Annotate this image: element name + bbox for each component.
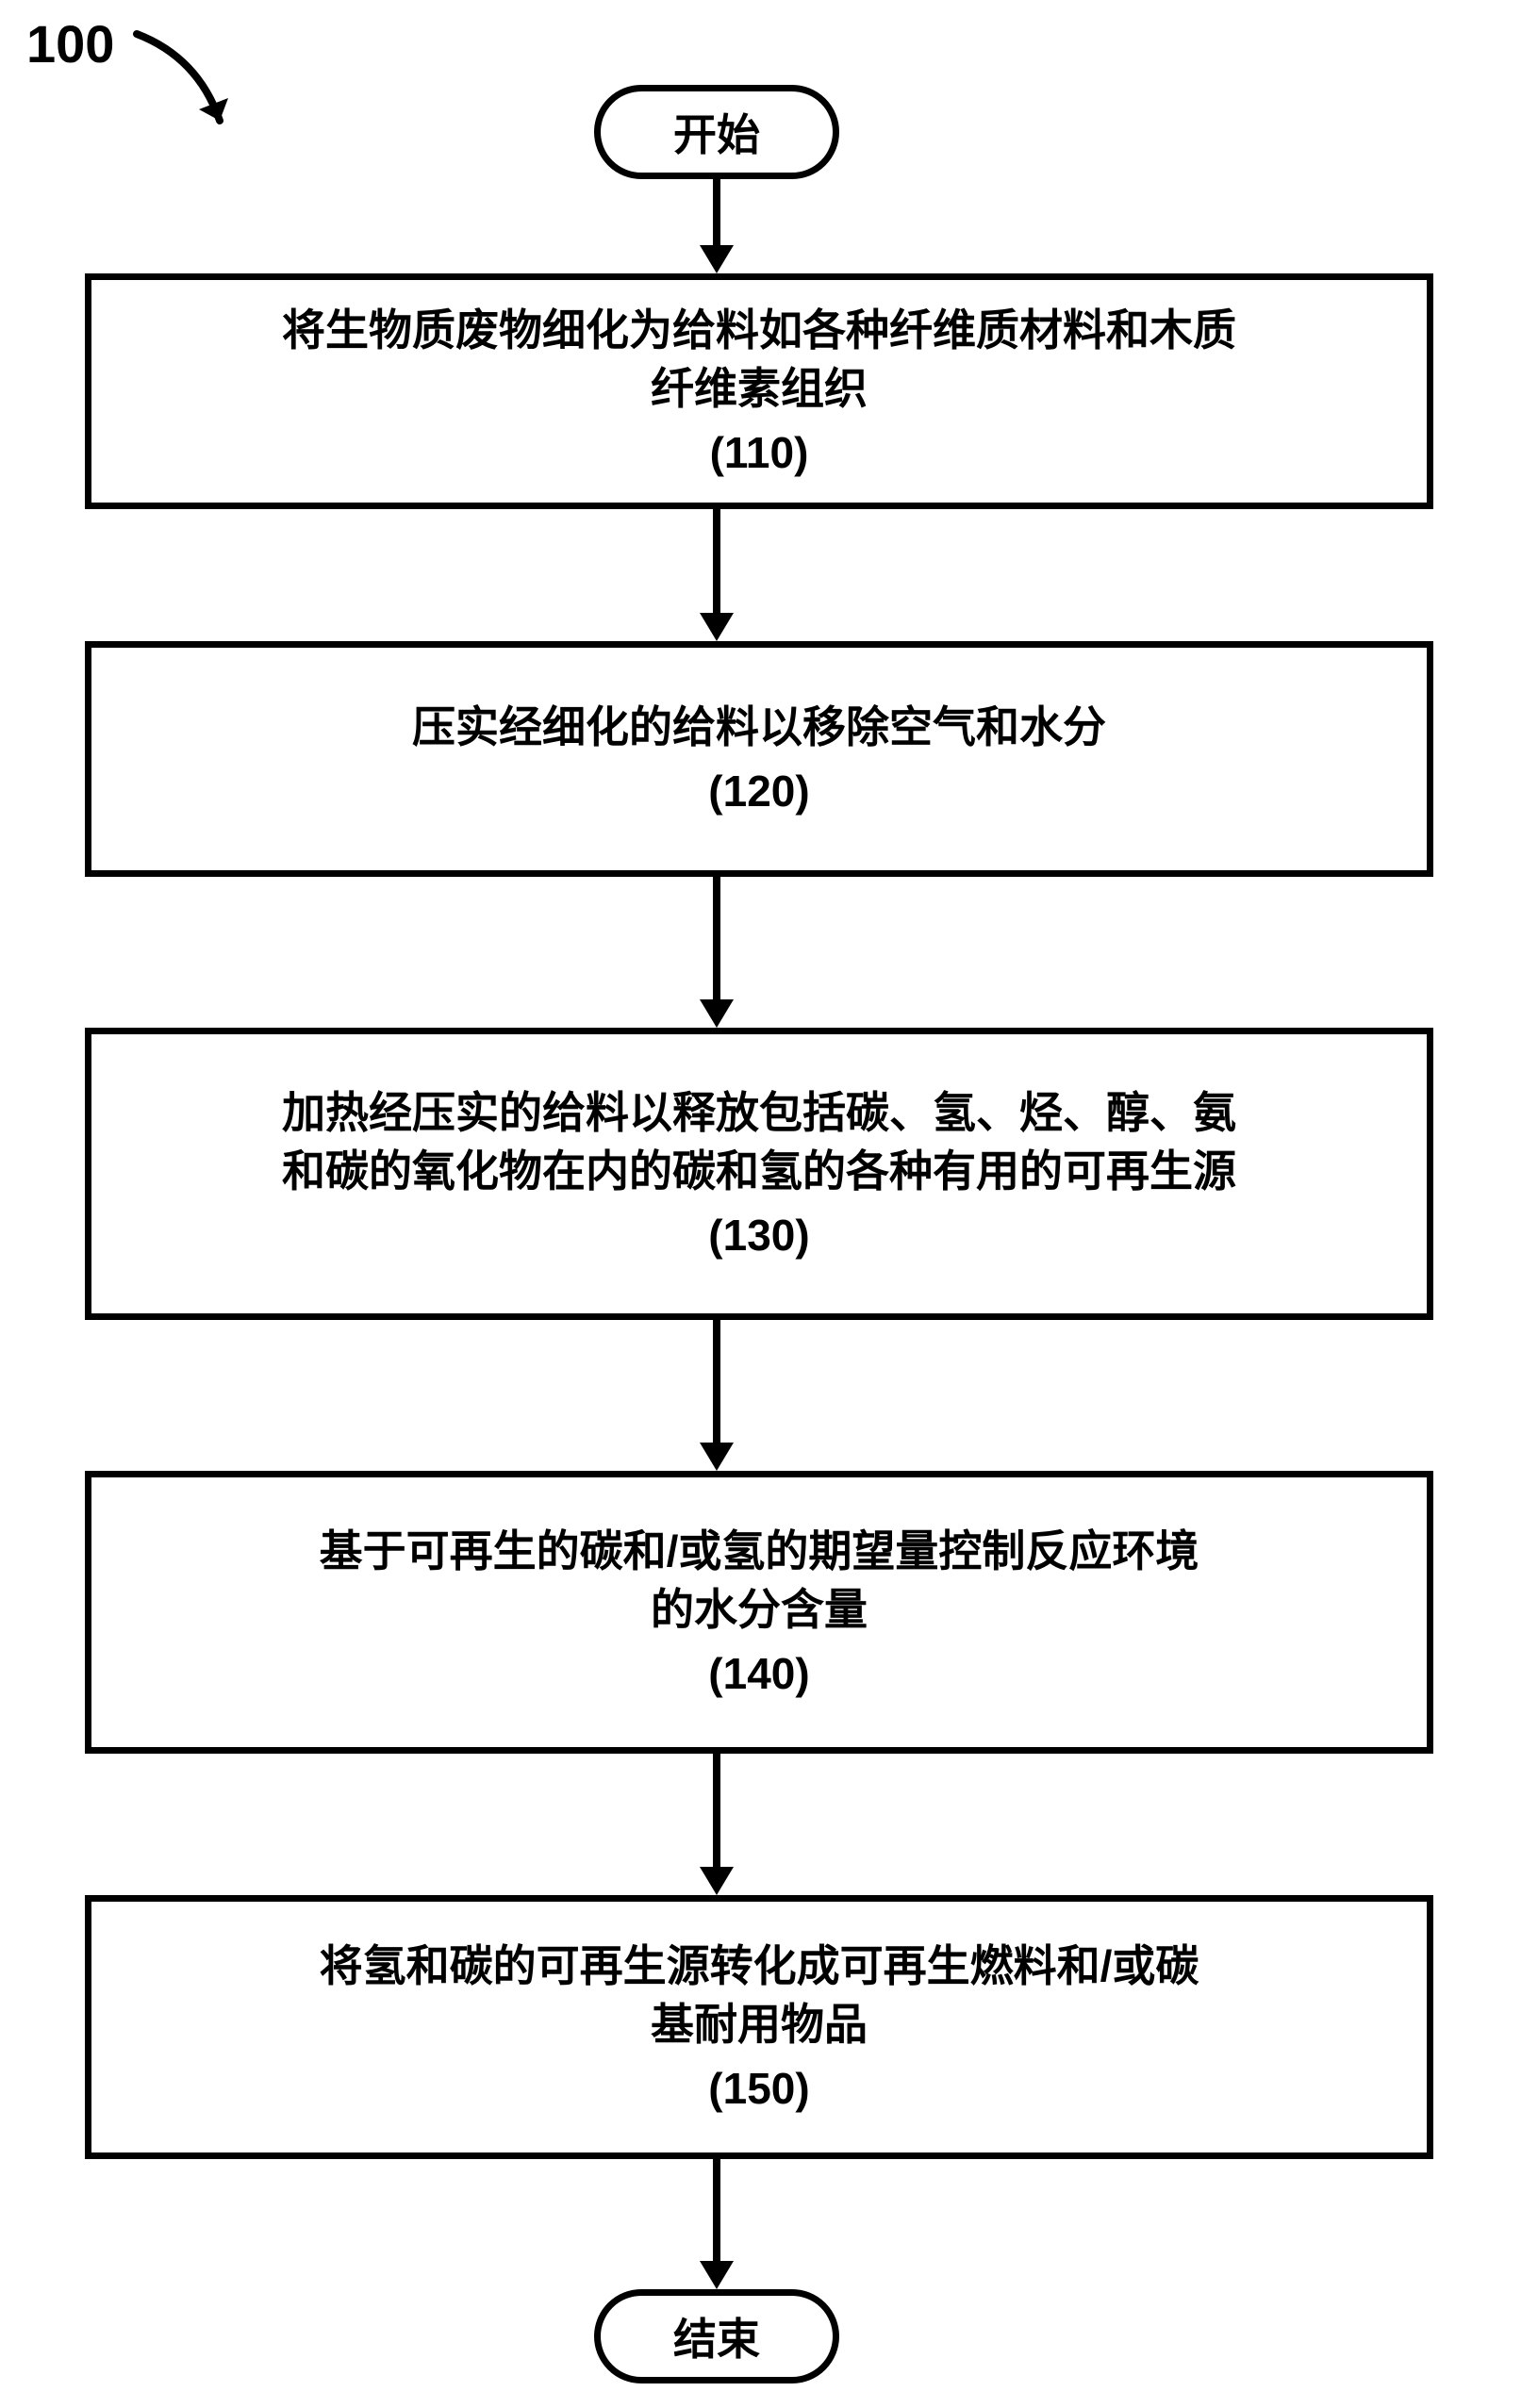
- process-step-id: (120): [708, 762, 809, 820]
- process-step-text: 压实经细化的给料以移除空气和水分: [412, 698, 1106, 756]
- process-step-text: 将生物质废物细化为给料如各种纤维质材料和木质: [282, 301, 1236, 359]
- process-step-4: 基于可再生的碳和/或氢的期望量控制反应环境的水分含量(140): [85, 1471, 1433, 1754]
- flowchart-canvas: 100 开始 结束 将生物质废物细化为给料如各种纤维质材料和木质纤维素组织(11…: [0, 0, 1538, 2408]
- process-step-id: (150): [708, 2059, 809, 2118]
- process-step-text: 纤维素组织: [651, 359, 868, 418]
- process-step-id: (110): [710, 423, 809, 482]
- process-step-3: 加热经压实的给料以释放包括碳、氢、烃、醇、氨和碳的氧化物在内的碳和氢的各种有用的…: [85, 1028, 1433, 1320]
- process-step-id: (130): [708, 1206, 809, 1264]
- process-step-5: 将氢和碳的可再生源转化成可再生燃料和/或碳基耐用物品 (150): [85, 1895, 1433, 2159]
- process-step-text: 的水分含量: [651, 1580, 868, 1639]
- process-step-text: 基耐用物品: [651, 1995, 868, 2053]
- process-step-text: 基于可再生的碳和/或氢的期望量控制反应环境: [320, 1522, 1199, 1580]
- process-step-text: 加热经压实的给料以释放包括碳、氢、烃、醇、氨: [282, 1083, 1236, 1142]
- process-step-1: 将生物质废物细化为给料如各种纤维质材料和木质纤维素组织(110): [85, 273, 1433, 509]
- process-step-2: 压实经细化的给料以移除空气和水分 (120): [85, 641, 1433, 877]
- process-step-id: (140): [708, 1644, 809, 1703]
- process-step-text: 和碳的氧化物在内的碳和氢的各种有用的可再生源: [282, 1142, 1236, 1200]
- process-step-text: 将氢和碳的可再生源转化成可再生燃料和/或碳: [320, 1937, 1199, 1995]
- end-terminator: 结束: [594, 2289, 839, 2383]
- end-label: 结束: [673, 2305, 760, 2367]
